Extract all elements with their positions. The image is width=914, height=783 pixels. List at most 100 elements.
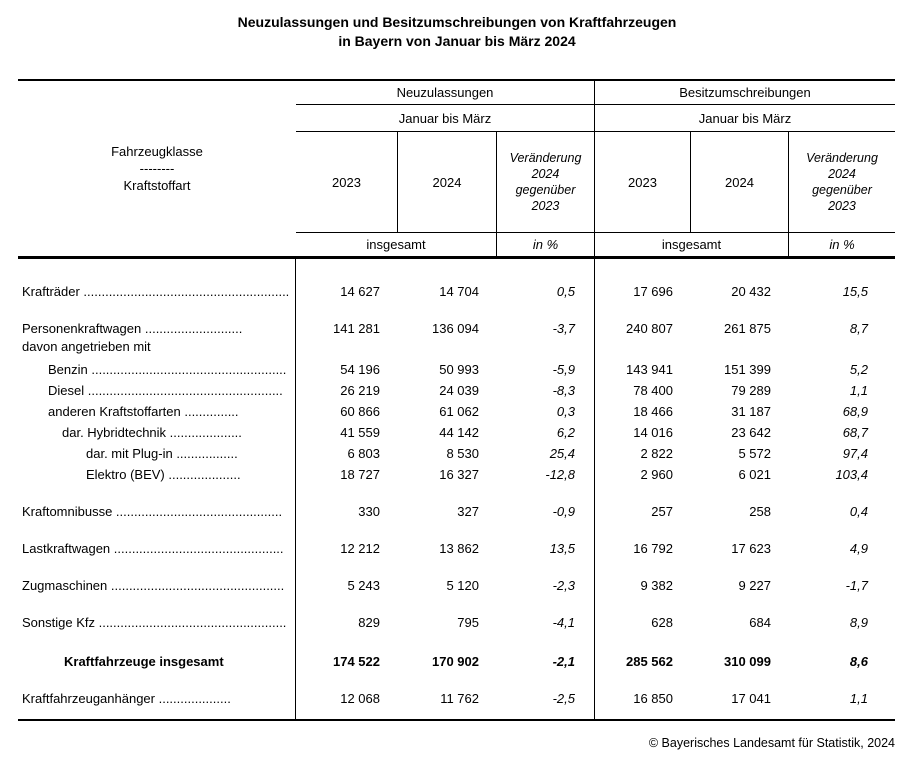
value-bu-2024: 17 041 (731, 691, 771, 706)
change-header-bu: Veränderung 2024 gegenüber 2023 (789, 132, 895, 233)
value-bu-change: -1,7 (845, 578, 868, 593)
table-row: dar. Hybridtechnik .................... … (18, 422, 895, 443)
value-nz-2024: 8 530 (446, 446, 479, 461)
value-bu-2024: 9 227 (738, 578, 771, 593)
value-nz-2023: 26 219 (340, 383, 380, 398)
value-nz-2023: 54 196 (340, 362, 380, 377)
fuel-type-label: Kraftstoffart (123, 178, 191, 193)
value-nz-2023: 174 522 (333, 654, 380, 669)
data-row: dar. Hybridtechnik .................... … (18, 422, 895, 443)
value-nz-change: 13,5 (549, 541, 575, 556)
value-bu-2024: 23 642 (731, 425, 771, 440)
value-nz-2023: 41 559 (340, 425, 380, 440)
value-nz-change: -8,3 (552, 383, 575, 398)
value-nz-2023: 829 (358, 615, 380, 630)
value-nz-change: 25,4 (549, 446, 575, 461)
value-bu-change: 8,9 (849, 615, 868, 630)
row-label: Krafträder .............................… (22, 284, 290, 299)
value-nz-2024: 44 142 (439, 425, 479, 440)
year-header-bu-2023: 2023 (595, 132, 691, 233)
row-label: Kraftfahrzeuge insgesamt (64, 654, 224, 669)
value-bu-change: 68,7 (842, 425, 868, 440)
table-header: Fahrzeugklasse -------- Kraftstoffart Ne… (18, 79, 895, 259)
value-bu-change: 4,9 (849, 541, 868, 556)
row-label: dar. Hybridtechnik .................... (62, 425, 242, 440)
data-row: Kraftomnibusse .........................… (18, 501, 895, 522)
value-bu-2023: 16 850 (633, 691, 673, 706)
table-row: Kraftfahrzeuge insgesamt 174 522 170 902… (18, 651, 895, 672)
value-bu-change: 68,9 (842, 404, 868, 419)
value-bu-2023: 9 382 (640, 578, 673, 593)
year-header-nz-2023: 2023 (296, 132, 398, 233)
value-nz-change: -5,9 (552, 362, 575, 377)
row-sublabel: davon angetrieben mit (18, 338, 895, 355)
data-row: Krafträder .............................… (18, 281, 895, 302)
data-row: Elektro (BEV) .................... 18 72… (18, 464, 895, 485)
table-row: anderen Kraftstoffarten ............... … (18, 401, 895, 422)
value-nz-2024: 50 993 (439, 362, 479, 377)
value-bu-2023: 14 016 (633, 425, 673, 440)
table-row: Lastkraftwagen .........................… (18, 538, 895, 559)
value-nz-change: -3,7 (552, 321, 575, 336)
value-nz-change: -4,1 (552, 615, 575, 630)
percent-subheader-bu: in % (829, 237, 855, 252)
table-row: dar. mit Plug-in ................. 6 803… (18, 443, 895, 464)
value-bu-2023: 257 (651, 504, 673, 519)
row-label: Kraftfahrzeuganhänger ..................… (22, 691, 231, 706)
value-bu-2023: 628 (651, 615, 673, 630)
value-nz-2024: 795 (457, 615, 479, 630)
row-label: Personenkraftwagen .....................… (22, 321, 243, 336)
document-title: Neuzulassungen und Besitzumschreibungen … (0, 0, 914, 51)
value-nz-2024: 11 762 (440, 691, 479, 706)
row-label: dar. mit Plug-in ................. (86, 446, 238, 461)
row-label: Lastkraftwagen .........................… (22, 541, 284, 556)
table-row: Elektro (BEV) .................... 18 72… (18, 464, 895, 485)
value-bu-change: 0,4 (849, 504, 868, 519)
value-bu-2024: 151 399 (724, 362, 771, 377)
data-row: anderen Kraftstoffarten ............... … (18, 401, 895, 422)
data-row: Lastkraftwagen .........................… (18, 538, 895, 559)
value-nz-change: -2,1 (552, 654, 575, 669)
row-label: Kraftomnibusse .........................… (22, 504, 283, 519)
value-nz-2023: 330 (358, 504, 380, 519)
value-bu-2023: 78 400 (633, 383, 673, 398)
data-row: Diesel .................................… (18, 380, 895, 401)
value-bu-change: 1,1 (849, 691, 868, 706)
value-bu-2023: 143 941 (626, 362, 673, 377)
table-vertical-divider-left (295, 259, 296, 719)
table-row: Kraftfahrzeuganhänger ..................… (18, 688, 895, 709)
value-nz-2024: 5 120 (446, 578, 479, 593)
table-row: Sonstige Kfz ...........................… (18, 612, 895, 633)
column-group-neuzulassungen: Neuzulassungen (296, 81, 595, 105)
data-row: Benzin .................................… (18, 359, 895, 380)
year-header-bu-2024: 2024 (691, 132, 789, 233)
footer-copyright: © Bayerisches Landesamt für Statistik, 2… (648, 736, 895, 750)
value-bu-2023: 2 960 (640, 467, 673, 482)
row-label: anderen Kraftstoffarten ............... (48, 404, 239, 419)
header-divider-dashes: -------- (139, 161, 175, 176)
title-line-1: Neuzulassungen und Besitzumschreibungen … (237, 14, 677, 30)
value-nz-2024: 136 094 (432, 321, 479, 336)
value-nz-2024: 61 062 (439, 404, 479, 419)
value-nz-2023: 12 212 (340, 541, 380, 556)
value-nz-2024: 14 704 (439, 284, 479, 299)
data-row: Personenkraftwagen .....................… (18, 318, 895, 339)
value-bu-2024: 6 021 (738, 467, 771, 482)
value-bu-change: 5,2 (849, 362, 868, 377)
data-row: dar. mit Plug-in ................. 6 803… (18, 443, 895, 464)
value-nz-change: -2,3 (552, 578, 575, 593)
value-bu-2024: 684 (749, 615, 771, 630)
data-row: Sonstige Kfz ...........................… (18, 612, 895, 633)
value-bu-change: 103,4 (835, 467, 868, 482)
percent-subheader-nz: in % (497, 233, 595, 256)
statistics-table: Fahrzeugklasse -------- Kraftstoffart Ne… (18, 79, 895, 721)
row-label: Elektro (BEV) .................... (86, 467, 241, 482)
value-nz-change: -2,5 (552, 691, 575, 706)
value-bu-change: 1,1 (849, 383, 868, 398)
table-body: Krafträder .............................… (18, 259, 895, 721)
value-bu-2024: 261 875 (724, 321, 771, 336)
value-nz-2023: 14 627 (340, 284, 380, 299)
value-bu-2024: 310 099 (724, 654, 771, 669)
value-nz-change: 0,3 (556, 404, 575, 419)
value-nz-change: 0,5 (556, 284, 575, 299)
